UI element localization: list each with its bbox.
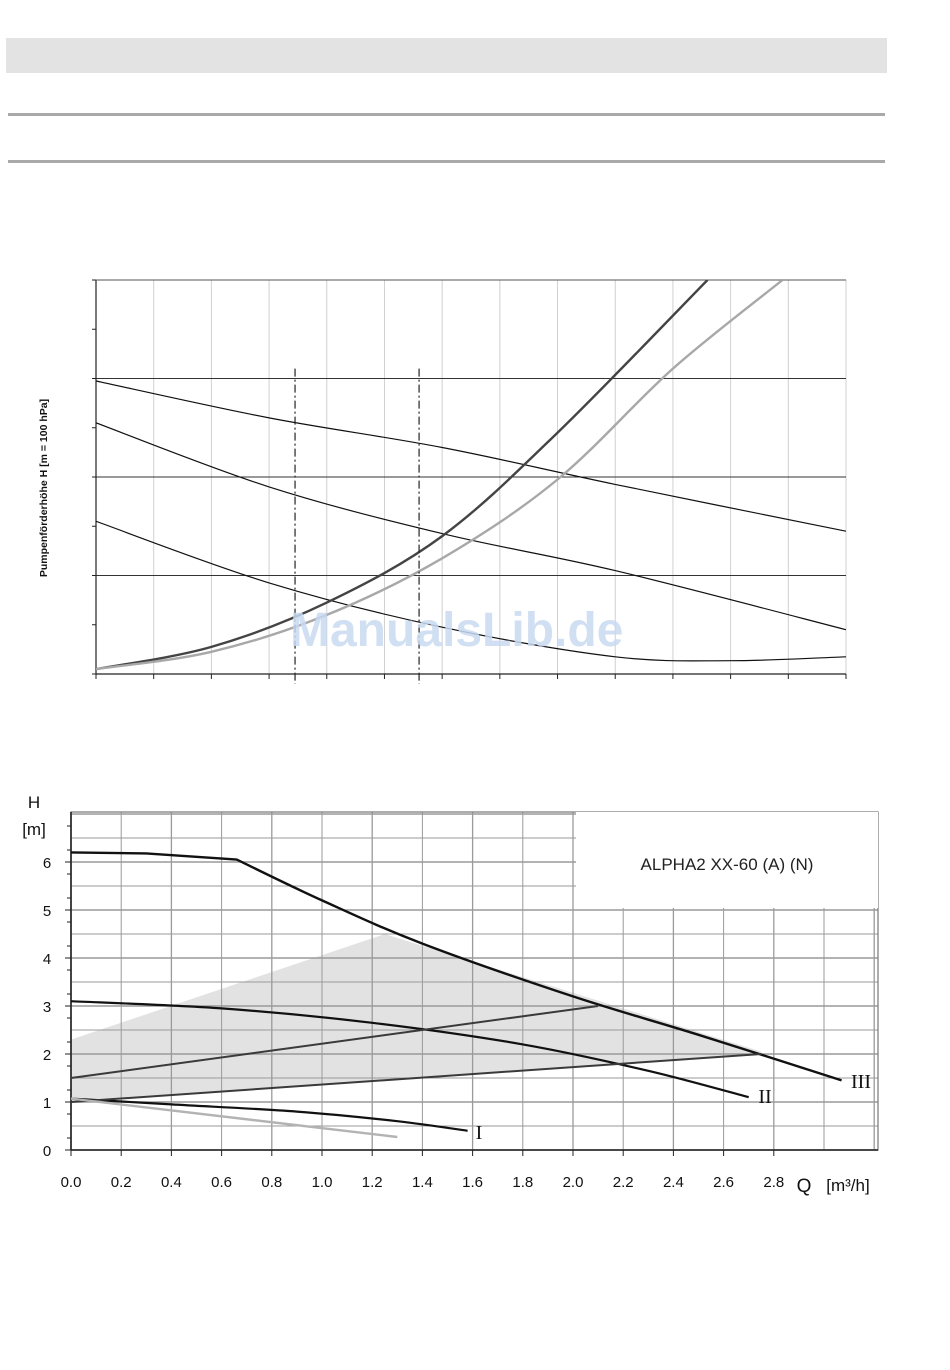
chart2-ticks: 0.0 0.2 0.4 0.6 0.8 1.0 1.2 1.4 1.6 1.8 2.0 2.2 2.4 2… [43, 825, 784, 1191]
chart2-constant-pressure-line [70, 1053, 762, 1103]
chart2-lines [70, 851, 842, 1139]
chart2-x-tick-label: 0.0 [61, 1174, 82, 1191]
watermark: ManualsLib.de [290, 604, 624, 657]
chart1-pump-curve [96, 520, 846, 662]
chart2-series-label-II: II [758, 1086, 771, 1108]
chart2-x-label-unit: [m³/h] [826, 1176, 869, 1195]
chart2-x-tick-label: 0.8 [261, 1174, 282, 1191]
chart2-title-box [576, 812, 878, 908]
chart2-y-tick-label: 4 [43, 951, 51, 968]
chart2-y-tick-label: 0 [43, 1143, 51, 1160]
header-rule-bottom [8, 160, 885, 163]
chart2-constant-pressure-line [70, 1005, 599, 1079]
chart2-y-tick-label: 5 [43, 903, 51, 920]
chart2-y-label-h: H [28, 793, 40, 812]
chart2-x-tick-label: 2.2 [613, 1174, 634, 1191]
chart1-system-curve [96, 280, 709, 671]
header-bar [6, 38, 887, 73]
chart2-y-tick-label: 3 [43, 999, 51, 1016]
chart1-grid [92, 279, 847, 679]
chart1-system-curve [96, 280, 784, 671]
chart2-y-tick-label: 6 [43, 855, 51, 872]
chart2-x-label-q: Q [797, 1176, 812, 1197]
chart2-x-tick-label: 1.4 [412, 1174, 433, 1191]
chart2-x-tick-label: 1.8 [512, 1174, 533, 1191]
chart2-x-tick-label: 0.6 [211, 1174, 232, 1191]
chart2-y-tick-label: 1 [43, 1095, 51, 1112]
chart2-y-label-unit: [m] [22, 820, 46, 839]
chart2-x-tick-label: 2.6 [713, 1174, 734, 1191]
chart2-operating-area [71, 934, 762, 1102]
chart2-x-tick-label: 2.0 [563, 1174, 584, 1191]
chart2-title: ALPHA2 XX-60 (A) (N) [641, 855, 814, 874]
chart2-series-label-I: I [476, 1122, 483, 1144]
chart2-x-tick-label: 1.2 [362, 1174, 383, 1191]
chart2-shaded-region [71, 934, 762, 1102]
chart2-x-tick-label: 1.0 [312, 1174, 333, 1191]
chart2-x-tick-label: 1.6 [462, 1174, 483, 1191]
chart2-x-tick-label: 2.8 [763, 1174, 784, 1191]
chart2-curve-II [70, 1000, 749, 1099]
chart2-x-tick-label: 2.4 [663, 1174, 684, 1191]
chart1-pump-curve [96, 380, 846, 532]
chart1-y-axis-label: Pumpenförderhöhe H [m = 100 hPa] [38, 399, 50, 577]
chart2-curve-I [70, 1097, 468, 1132]
chart2-y-tick-label: 2 [43, 1047, 51, 1064]
chart1-pump-curve [96, 422, 846, 631]
chart2-x-tick-label: 0.2 [111, 1174, 132, 1191]
chart2-series-label-III: III [851, 1071, 871, 1093]
chart2-x-tick-label: 0.4 [161, 1174, 182, 1191]
chart2-curve-III [70, 851, 842, 1082]
header-rule-top [8, 113, 885, 116]
chart1-lines [96, 280, 846, 684]
pump-head-chart: Pumpenförderhöhe H [m = 100 hPa] [38, 279, 847, 684]
chart2-grey-line [70, 1097, 398, 1139]
